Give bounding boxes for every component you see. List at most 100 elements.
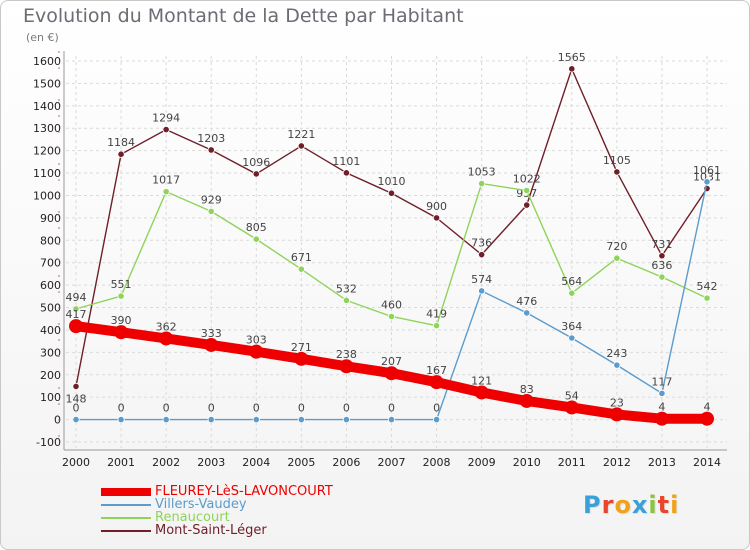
data-label: 121 [471, 374, 492, 387]
data-point [117, 150, 125, 158]
data-point [564, 400, 579, 415]
data-point [72, 382, 80, 391]
data-point [204, 337, 219, 352]
data-point [387, 189, 396, 197]
legend-swatch [101, 516, 151, 519]
data-point [613, 168, 621, 176]
data-label: 636 [651, 259, 672, 272]
y-tick-label: 900 [40, 212, 61, 225]
x-tick-label: 2009 [468, 456, 496, 469]
legend-item: Renaucourt [101, 511, 333, 524]
proxiti-logo: Proxiti [583, 491, 679, 519]
data-point [700, 411, 714, 426]
data-label: 805 [246, 221, 267, 234]
data-point [342, 169, 351, 177]
data-label: 1061 [693, 164, 721, 177]
data-point [297, 142, 305, 150]
data-point [384, 366, 399, 381]
x-tick-label: 2000 [62, 456, 90, 469]
data-point [613, 361, 621, 369]
data-label: 1101 [332, 155, 360, 168]
x-tick-label: 2003 [197, 456, 225, 469]
data-label: 494 [66, 291, 87, 304]
y-tick-label: 200 [40, 369, 61, 382]
data-point [474, 385, 489, 400]
data-point [339, 359, 354, 374]
legend-item: Villers-Vaudey [101, 498, 333, 511]
legend-swatch [101, 487, 151, 496]
data-point [114, 325, 129, 340]
legend-swatch [101, 529, 151, 532]
data-point [387, 415, 396, 424]
data-label: 0 [73, 402, 80, 415]
data-label: 574 [471, 273, 492, 286]
y-unit-label: (en €) [26, 31, 59, 44]
data-label: 1565 [558, 51, 586, 64]
data-label: 1096 [242, 156, 270, 169]
logo-letter: t [657, 491, 671, 519]
data-label: 83 [520, 383, 534, 396]
data-point [523, 201, 531, 209]
legend-swatch [101, 503, 151, 506]
data-label: 0 [208, 402, 215, 415]
data-point [342, 415, 351, 424]
legend-label: Villers-Vaudey [155, 497, 247, 512]
x-tick-label: 2005 [287, 456, 315, 469]
data-point [342, 296, 351, 304]
y-tick-label: 500 [40, 302, 61, 315]
data-point [207, 415, 215, 424]
y-tick-label: 800 [40, 234, 61, 247]
data-point [613, 254, 621, 262]
data-label: 900 [426, 200, 447, 213]
data-label: 4 [704, 401, 711, 414]
x-tick-label: 2007 [378, 456, 406, 469]
logo-letter: x [631, 491, 649, 519]
data-label: 671 [291, 251, 312, 264]
x-tick-label: 2013 [648, 456, 676, 469]
data-point [432, 214, 441, 222]
data-point [654, 411, 669, 426]
data-point [478, 251, 486, 259]
data-label: 0 [253, 402, 260, 415]
data-point [252, 235, 260, 243]
data-point [72, 305, 80, 313]
y-tick-label: 700 [40, 257, 61, 270]
data-label: 551 [111, 278, 132, 291]
data-label: 1203 [197, 132, 225, 145]
y-tick-label: 100 [40, 391, 61, 404]
y-tick-label: 400 [40, 324, 61, 337]
data-label: 1221 [287, 128, 315, 141]
data-label: 1184 [107, 136, 135, 149]
y-tick-label: 1100 [33, 167, 61, 180]
data-label: 167 [426, 364, 447, 377]
data-label: 23 [610, 396, 624, 409]
data-point [519, 393, 534, 408]
data-point [297, 415, 305, 424]
x-tick-label: 2002 [152, 456, 180, 469]
data-label: 54 [565, 389, 579, 402]
data-point [478, 179, 486, 188]
x-tick-label: 2010 [513, 456, 541, 469]
y-tick-label: 600 [40, 279, 61, 292]
data-point [432, 415, 441, 424]
data-label: 417 [66, 308, 87, 321]
y-tick-label: 1400 [33, 100, 61, 113]
logo-letter: o [614, 491, 632, 519]
data-point [387, 312, 396, 321]
x-tick-label: 2001 [107, 456, 135, 469]
logo-letter: i [670, 491, 680, 519]
logo-letter: P [583, 491, 602, 519]
data-point [523, 309, 531, 317]
data-label: 929 [201, 193, 222, 206]
data-label: 1031 [693, 171, 721, 184]
data-label: 0 [163, 402, 170, 415]
chart-title: Evolution du Montant de la Dette par Hab… [23, 5, 464, 27]
y-tick-label: 1600 [33, 55, 61, 68]
data-label: 564 [561, 275, 582, 288]
data-label: 362 [156, 320, 177, 333]
data-point [297, 265, 305, 273]
data-point [429, 375, 444, 390]
logo-letter: i [648, 491, 658, 519]
logo-letter: r [601, 491, 615, 519]
